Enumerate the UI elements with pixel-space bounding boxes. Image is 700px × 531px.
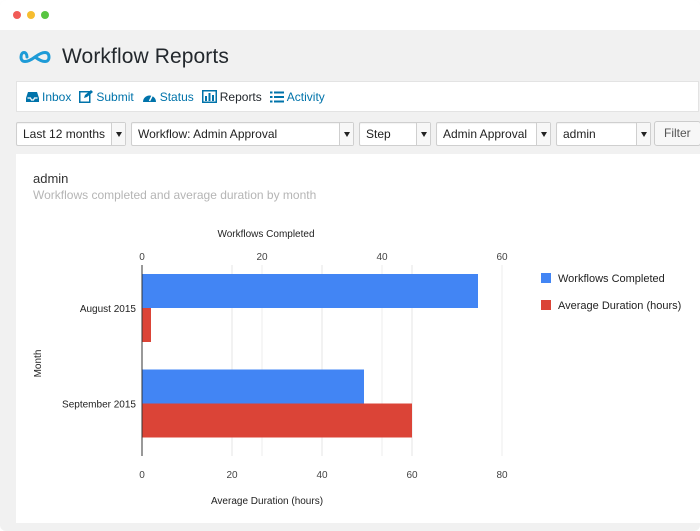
period-select-value: Last 12 months xyxy=(23,127,106,141)
category-label: September 2015 xyxy=(62,400,136,411)
legend-label: Average Duration (hours) xyxy=(558,300,681,312)
bottom-axis-tick-label: 20 xyxy=(226,470,238,481)
type-select-value: Step xyxy=(366,127,391,141)
user-select-value: admin xyxy=(563,127,596,141)
edit-icon xyxy=(79,90,94,103)
top-axis-tick-label: 60 xyxy=(496,252,508,263)
bar-workflows-completed-1 xyxy=(142,369,364,404)
dashboard-icon xyxy=(142,94,156,102)
bottom-axis-tick-label: 40 xyxy=(316,470,328,481)
report-panel: admin Workflows completed and average du… xyxy=(16,154,700,523)
bottom-axis-tick-label: 80 xyxy=(496,470,508,481)
bar-workflows-completed-0 xyxy=(142,274,478,308)
filter-button[interactable]: Filter xyxy=(654,121,700,146)
bar-average-duration-hours-0 xyxy=(142,308,151,342)
nav-item-label: Activity xyxy=(286,89,325,104)
nav-item-label: Inbox xyxy=(42,89,72,104)
workflow-select-value: Workflow: Admin Approval xyxy=(138,127,278,141)
reports-nav-bar: Inbox Submit Status Reports xyxy=(16,81,699,112)
report-subtitle: Workflows completed and average duration… xyxy=(33,188,317,202)
bottom-axis-tick-label: 0 xyxy=(139,470,145,481)
step-select[interactable]: Admin Approval xyxy=(436,122,551,146)
list-icon xyxy=(269,91,284,102)
period-select[interactable]: Last 12 months xyxy=(16,122,126,146)
nav-item-inbox[interactable]: Inbox xyxy=(26,90,71,104)
nav-item-label: Status xyxy=(159,89,194,104)
bottom-axis-tick-label: 60 xyxy=(406,470,418,481)
page-title: Workflow Reports xyxy=(62,45,229,68)
bottom-axis-title: Average Duration (hours) xyxy=(211,496,323,507)
chevron-down-icon xyxy=(111,123,125,145)
report-title: admin xyxy=(33,171,69,186)
category-label: August 2015 xyxy=(80,304,137,315)
chevron-down-icon xyxy=(339,123,353,145)
chevron-down-icon xyxy=(536,123,550,145)
inbox-icon xyxy=(26,91,39,102)
y-axis-title: Month xyxy=(33,350,44,378)
type-select[interactable]: Step xyxy=(359,122,431,146)
chevron-down-icon xyxy=(416,123,430,145)
nav-item-activity[interactable]: Activity xyxy=(269,89,325,104)
infinity-loop-icon xyxy=(19,51,51,63)
window-close-button[interactable] xyxy=(13,11,21,19)
nav-item-status[interactable]: Status xyxy=(142,90,194,104)
legend-swatch xyxy=(541,300,551,310)
bar-chart-icon xyxy=(201,90,217,103)
legend-swatch xyxy=(541,273,551,283)
workflow-select[interactable]: Workflow: Admin Approval xyxy=(131,122,354,146)
window-maximize-button[interactable] xyxy=(41,11,49,19)
workflow-bar-chart: August 2015 September 2015 0 20 40 60 Workflow… xyxy=(33,229,681,507)
nav-item-reports[interactable]: Reports xyxy=(201,89,262,104)
bar-average-duration-hours-1 xyxy=(142,403,412,438)
nav-item-label: Submit xyxy=(96,89,134,104)
top-axis-tick-label: 0 xyxy=(139,252,145,263)
user-select[interactable]: admin xyxy=(556,122,651,146)
app-header: Workflow Reports xyxy=(17,42,229,72)
top-axis-tick-label: 20 xyxy=(256,252,268,263)
nav-item-submit[interactable]: Submit xyxy=(79,89,134,104)
legend-label: Workflows Completed xyxy=(558,273,665,285)
window-minimize-button[interactable] xyxy=(27,11,35,19)
step-select-value: Admin Approval xyxy=(443,127,528,141)
top-axis-tick-label: 40 xyxy=(376,252,388,263)
nav-item-label: Reports xyxy=(219,89,262,104)
top-axis-title: Workflows Completed xyxy=(217,229,314,240)
chevron-down-icon xyxy=(636,123,650,145)
window-titlebar xyxy=(0,0,700,30)
